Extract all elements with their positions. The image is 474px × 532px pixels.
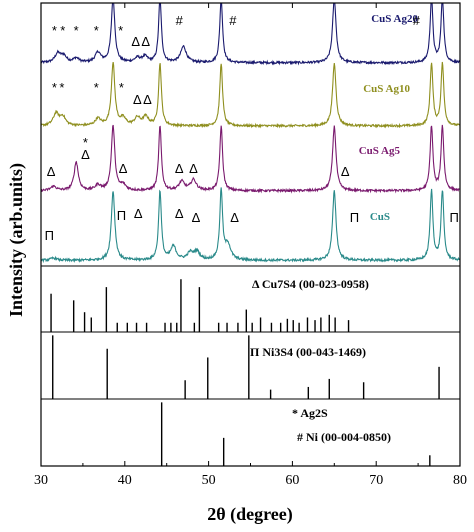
x-axis-label: 2θ (degree) xyxy=(207,504,293,525)
peak-marker: Δ xyxy=(131,34,140,49)
series-cus xyxy=(41,187,460,264)
peak-marker: Δ xyxy=(119,161,128,176)
peak-marker: * xyxy=(118,23,123,38)
reference-label: # Ni (00-004-0850) xyxy=(297,430,391,444)
peak-marker: Δ xyxy=(230,210,239,225)
series-line xyxy=(41,124,460,194)
series-label: CuS Ag10 xyxy=(363,83,410,95)
peak-marker: Δ xyxy=(341,164,350,179)
reference-panel-1: Δ Cu7S4 (00-023-0958) xyxy=(50,277,369,332)
peak-marker: Δ xyxy=(81,147,90,162)
peak-marker: Δ xyxy=(143,92,152,107)
y-axis-label: Intensity (arb.units) xyxy=(6,163,27,317)
x-tick-label: 50 xyxy=(202,473,216,488)
series-line xyxy=(41,61,460,129)
peak-marker: * xyxy=(52,80,57,95)
peak-marker: Δ xyxy=(175,206,184,221)
peak-marker: Δ xyxy=(133,92,142,107)
peak-marker: Δ xyxy=(192,210,201,225)
peak-marker: Δ xyxy=(175,161,184,176)
reference-label: Δ Cu7S4 (00-023-0958) xyxy=(252,277,369,291)
reference-panel-2: Π Ni3S4 (00-043-1469) xyxy=(52,335,440,399)
series-cus-ag5 xyxy=(41,124,460,194)
peak-marker: # xyxy=(176,13,184,28)
x-axis: 30 40 50 60 70 80 xyxy=(34,2,467,488)
peak-marker: Δ xyxy=(189,161,198,176)
peak-marker: Δ xyxy=(134,206,143,221)
peak-marker: * xyxy=(83,135,88,150)
peak-marker: Δ xyxy=(141,34,150,49)
plot-frame xyxy=(40,2,461,467)
peak-marker: * xyxy=(52,23,57,38)
peak-marker: * xyxy=(59,80,64,95)
x-tick-label: 60 xyxy=(285,473,299,488)
x-tick-label: 30 xyxy=(34,473,48,488)
series-label: CuS Ag20 xyxy=(371,13,418,25)
peak-marker: * xyxy=(74,23,79,38)
reference-label: Π Ni3S4 (00-043-1469) xyxy=(250,345,366,359)
x-tick-label: 80 xyxy=(453,473,467,488)
peak-marker: # xyxy=(229,13,237,28)
peak-marker: Π xyxy=(45,228,54,243)
peak-marker: * xyxy=(119,80,124,95)
peak-marker: Π xyxy=(350,210,359,225)
reference-label: * Ag2S xyxy=(292,406,328,420)
reference-panel-3: * Ag2S # Ni (00-004-0850) xyxy=(160,402,431,466)
peak-marker: Δ xyxy=(47,164,56,179)
x-tick-label: 40 xyxy=(118,473,132,488)
peak-marker: Π xyxy=(117,208,126,223)
series-line xyxy=(41,187,460,264)
peak-marker: # xyxy=(413,13,421,28)
series-label: CuS xyxy=(370,211,390,223)
x-tick-label: 70 xyxy=(369,473,383,488)
peak-marker: * xyxy=(60,23,65,38)
series-label: CuS Ag5 xyxy=(359,145,401,157)
series-cus-ag20 xyxy=(41,3,460,66)
peak-marker: Π xyxy=(449,210,458,225)
series-line xyxy=(41,3,460,66)
peak-marker: * xyxy=(94,80,99,95)
series-cus-ag10 xyxy=(41,61,460,129)
peak-marker: * xyxy=(94,23,99,38)
